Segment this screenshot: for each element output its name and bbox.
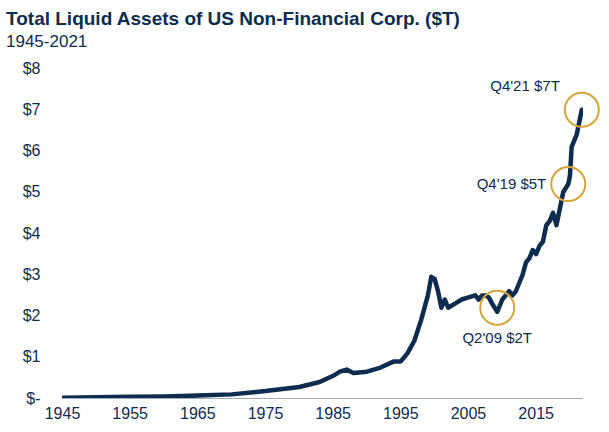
svg-text:$3: $3 (23, 266, 41, 283)
svg-text:$8: $8 (23, 60, 41, 77)
svg-text:1955: 1955 (112, 405, 148, 422)
svg-text:2015: 2015 (518, 405, 554, 422)
svg-text:$6: $6 (23, 142, 41, 159)
svg-text:$5: $5 (23, 183, 41, 200)
svg-text:1965: 1965 (180, 405, 216, 422)
html-text:Total Liquid Assets of US Non-: Total Liquid Assets of US Non-Financial … (6, 8, 460, 29)
svg-text:$-: $- (26, 390, 40, 407)
svg-text:2005: 2005 (451, 405, 487, 422)
svg-text:1995: 1995 (383, 405, 419, 422)
svg-text:$2: $2 (23, 307, 41, 324)
svg-text:Q2'09 $2T: Q2'09 $2T (462, 329, 532, 346)
svg-text:Q4'21 $7T: Q4'21 $7T (490, 77, 560, 94)
svg-text:1975: 1975 (248, 405, 284, 422)
svg-text:Q4'19 $5T: Q4'19 $5T (477, 175, 547, 192)
svg-text:1945: 1945 (45, 405, 81, 422)
svg-text:$4: $4 (23, 225, 41, 242)
html-text:1945-2021: 1945-2021 (6, 32, 88, 51)
svg-text:$1: $1 (23, 348, 41, 365)
svg-text:1985: 1985 (315, 405, 351, 422)
svg-text:$7: $7 (23, 101, 41, 118)
